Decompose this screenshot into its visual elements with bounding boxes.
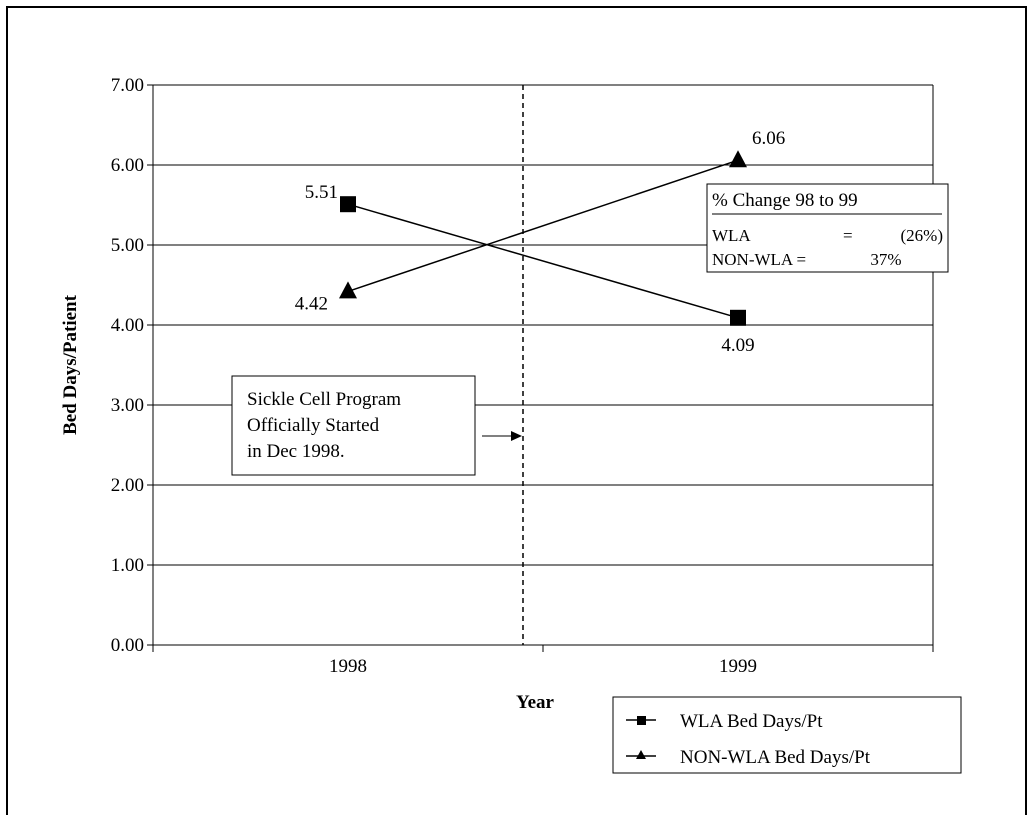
- program-start-annotation: Sickle Cell Program Officially Started i…: [231, 375, 522, 476]
- legend-box: [612, 696, 962, 774]
- data-label: 4.09: [721, 335, 754, 356]
- data-labels: 5.51 4.09 4.42 6.06: [295, 128, 786, 356]
- program-start-arrowhead: [511, 431, 522, 441]
- data-point-triangle: [729, 150, 747, 168]
- data-label: 6.06: [752, 128, 785, 149]
- change-row-nonwla-value: 37%: [870, 250, 901, 269]
- data-label: 5.51: [305, 182, 338, 203]
- program-start-box: [231, 375, 476, 476]
- y-tick-labels: 0.00 1.00 2.00 3.00 4.00 5.00 6.00 7.00: [111, 75, 144, 656]
- x-axis-label: Year: [516, 692, 555, 713]
- legend-wla-label: WLA Bed Days/Pt: [680, 711, 823, 732]
- y-tick-label: 2.00: [111, 475, 144, 496]
- program-start-line-1: Sickle Cell Program: [247, 389, 401, 410]
- change-title: % Change 98 to 99: [712, 190, 858, 211]
- data-point-triangle: [339, 281, 357, 299]
- series-layer: [339, 150, 747, 326]
- series-line: [347, 203, 739, 319]
- data-label: 4.42: [295, 293, 328, 314]
- change-row-nonwla-label: NON-WLA =: [712, 250, 806, 269]
- y-tick-label: 4.00: [111, 315, 144, 336]
- legend-nonwla-marker: [636, 750, 646, 759]
- data-point-square: [340, 196, 356, 213]
- x-tick-label: 1999: [719, 656, 757, 677]
- change-row-wla-eq: =: [843, 226, 853, 245]
- y-tick-label: 3.00: [111, 395, 144, 416]
- change-row-wla-value: (26%): [901, 226, 943, 245]
- y-axis-label: Bed Days/Patient: [60, 294, 81, 435]
- x-tick-labels: 1998 1999: [329, 656, 757, 677]
- y-tick-label: 1.00: [111, 555, 144, 576]
- data-point-square: [730, 309, 746, 326]
- program-start-line-2: Officially Started: [247, 415, 380, 436]
- legend-wla-marker: [637, 716, 646, 725]
- program-start-line-3: in Dec 1998.: [247, 441, 345, 462]
- chart-frame: [6, 6, 1027, 815]
- y-tick-label: 0.00: [111, 635, 144, 656]
- legend-nonwla-label: NON-WLA Bed Days/Pt: [680, 747, 871, 768]
- change-annotation: % Change 98 to 99 WLA = (26%) NON-WLA = …: [706, 183, 949, 273]
- x-tick-label: 1998: [329, 656, 367, 677]
- y-tick-label: 6.00: [111, 155, 144, 176]
- y-tick-label: 5.00: [111, 235, 144, 256]
- y-tick-label: 7.00: [111, 75, 144, 96]
- series-line: [347, 159, 739, 293]
- change-box: [706, 183, 949, 273]
- legend: WLA Bed Days/Pt NON-WLA Bed Days/Pt: [612, 696, 962, 774]
- change-row-wla-label: WLA: [712, 226, 751, 245]
